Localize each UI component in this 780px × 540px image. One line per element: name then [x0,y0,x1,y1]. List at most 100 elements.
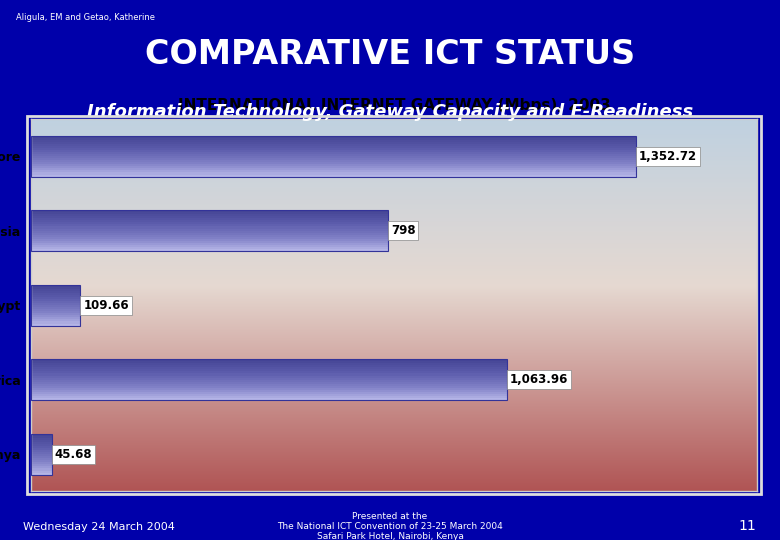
Bar [31,247,388,249]
Text: Wednesday 24 March 2004: Wednesday 24 March 2004 [23,522,176,531]
Bar [31,377,507,380]
Bar [31,380,507,382]
Bar [31,386,507,388]
Text: 1,352.72: 1,352.72 [639,150,697,163]
Bar [31,168,636,171]
Bar [31,462,51,464]
Bar [31,235,388,237]
Bar [31,291,80,293]
Bar [31,249,388,251]
Bar [31,140,636,141]
Bar [31,318,80,320]
Bar [31,138,636,140]
Bar [31,154,636,156]
Bar [31,226,388,228]
Bar [31,454,51,456]
Bar [31,171,636,172]
Bar [31,438,51,440]
Bar [31,434,51,436]
Bar [31,285,80,326]
Bar [31,144,636,146]
Bar [31,311,80,313]
Bar [31,458,51,460]
Bar [31,390,507,392]
Bar [31,375,507,377]
Text: Aligula, EM and Getao, Katherine: Aligula, EM and Getao, Katherine [16,14,154,23]
Bar [31,214,388,216]
Bar [31,469,51,470]
Bar [31,301,80,303]
Bar [31,323,80,326]
Bar [31,440,51,442]
Bar [31,210,388,212]
Bar [31,172,636,174]
Bar [31,210,388,251]
Bar [31,372,507,374]
Bar [31,367,507,369]
Bar [31,237,388,239]
Bar [31,287,80,289]
Bar [31,452,51,454]
Bar [31,299,80,301]
Bar [31,450,51,452]
Bar [31,436,51,438]
Bar [31,233,388,235]
Bar [31,289,80,291]
Bar [31,293,80,295]
Bar [31,243,388,245]
Bar [31,398,507,400]
Bar [31,321,80,323]
Bar [31,448,51,450]
Bar [31,320,80,321]
Bar [31,148,636,150]
Bar [31,472,51,475]
Bar [31,166,636,168]
Bar [31,309,80,311]
Bar [31,156,636,158]
Text: 11: 11 [739,519,757,534]
Bar [31,382,507,384]
Bar [31,374,507,375]
Bar [31,174,636,177]
Bar [31,150,636,152]
Text: 45.68: 45.68 [55,448,92,461]
Bar [31,315,80,318]
Bar [31,216,388,218]
Text: 109.66: 109.66 [83,299,129,312]
Bar [31,136,636,138]
Bar [31,225,388,226]
Text: 1,063.96: 1,063.96 [509,373,568,386]
Bar [31,297,80,299]
Bar [31,220,388,222]
Bar [31,384,507,386]
Text: Presented at the
The National ICT Convention of 23-25 March 2004
Safari Park Hot: Presented at the The National ICT Conven… [277,511,503,540]
Bar [31,359,507,361]
Text: 798: 798 [391,224,416,237]
Text: COMPARATIVE ICT STATUS: COMPARATIVE ICT STATUS [145,38,635,71]
Bar [31,141,636,144]
Bar [31,164,636,166]
Bar [31,444,51,446]
Bar [31,460,51,462]
Bar [31,295,80,297]
Bar [31,218,388,220]
Bar [31,228,388,231]
Title: INTERNATIONAL INTERNET GATEWAY (Mbps), 2003: INTERNATIONAL INTERNET GATEWAY (Mbps), 2… [178,98,610,113]
Bar [31,152,636,154]
Bar [31,313,80,315]
Bar [31,470,51,472]
Bar [31,241,388,243]
Bar [31,388,507,390]
Bar [31,231,388,233]
Bar [31,307,80,309]
Bar [31,359,507,400]
Bar [31,222,388,225]
Bar [31,363,507,365]
Bar [31,305,80,307]
Bar [31,467,51,469]
Bar [31,239,388,241]
Bar [31,146,636,148]
Bar [31,245,388,247]
Bar [31,303,80,305]
Bar [31,136,636,177]
